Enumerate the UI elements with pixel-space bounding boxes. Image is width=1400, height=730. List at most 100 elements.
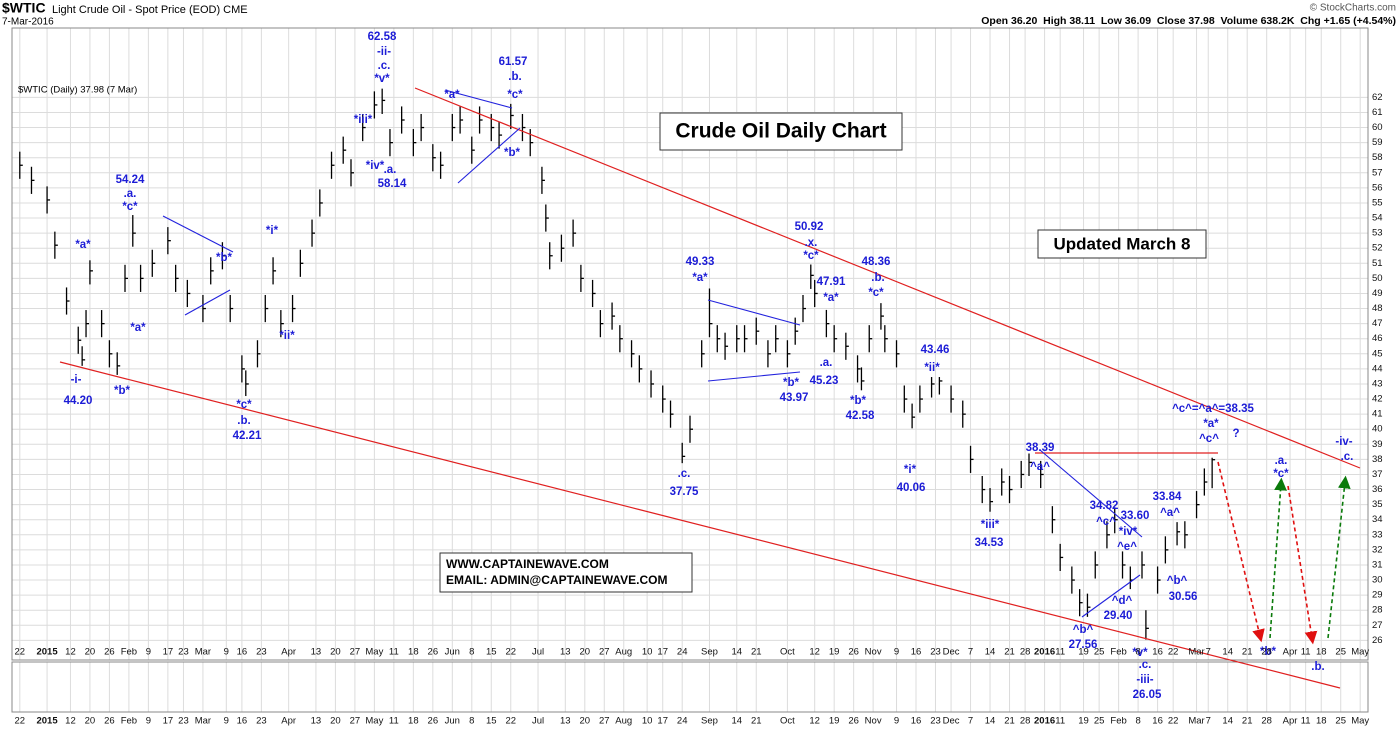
x-tick-label: 23 bbox=[256, 647, 267, 658]
x-tick-label: 17 bbox=[163, 647, 174, 658]
x-tick-label: 21 bbox=[1004, 716, 1015, 727]
x-tick-label: 26 bbox=[848, 647, 859, 658]
wave-label: *a* bbox=[444, 89, 460, 101]
wave-label: *b* bbox=[504, 147, 521, 159]
x-tick-label: 14 bbox=[731, 647, 742, 658]
wave-label: *a* bbox=[692, 272, 708, 284]
wave-label: 44.20 bbox=[64, 395, 93, 407]
x-tick-label: 21 bbox=[1242, 647, 1253, 658]
wave-label: 42.58 bbox=[846, 410, 875, 422]
wave-label: 38.39 bbox=[1026, 442, 1055, 454]
x-tick-label: 9 bbox=[894, 716, 899, 727]
x-tick-label: 11 bbox=[1055, 716, 1065, 727]
wave-label: .a. bbox=[124, 188, 137, 200]
wave-label: 47.91 bbox=[817, 276, 846, 288]
lower-panel bbox=[11, 661, 1369, 713]
x-tick-label: Apr bbox=[1283, 647, 1298, 658]
x-tick-label: 25 bbox=[1094, 716, 1105, 727]
y-tick-label: 50 bbox=[1372, 273, 1383, 284]
x-tick-label: 17 bbox=[657, 647, 668, 658]
y-tick-label: 54 bbox=[1372, 213, 1383, 224]
wave-label: ^a^ bbox=[1030, 461, 1050, 473]
wave-label: ^c^ bbox=[1096, 516, 1116, 528]
y-tick-label: 29 bbox=[1372, 590, 1383, 601]
y-tick-label: 28 bbox=[1372, 605, 1383, 616]
x-tick-label: 28 bbox=[1261, 716, 1272, 727]
x-tick-label: 18 bbox=[408, 647, 419, 658]
x-tick-label: 20 bbox=[580, 647, 591, 658]
projection-arrow bbox=[1269, 477, 1287, 639]
x-tick-label: 28 bbox=[1020, 716, 1031, 727]
x-tick-label: 8 bbox=[469, 647, 474, 658]
updated-box bbox=[1037, 229, 1207, 259]
y-tick-label: 57 bbox=[1372, 167, 1383, 178]
wave-label: 45.23 bbox=[810, 375, 839, 387]
x-tick-label: 13 bbox=[311, 716, 322, 727]
wave-label: 33.60 bbox=[1121, 510, 1150, 522]
y-tick-label: 27 bbox=[1372, 620, 1383, 631]
y-tick-label: 47 bbox=[1372, 318, 1383, 329]
x-tick-label: 19 bbox=[829, 716, 840, 727]
y-tick-label: 58 bbox=[1372, 152, 1383, 163]
x-tick-label: 11 bbox=[1301, 647, 1311, 658]
wave-label: 48.36 bbox=[862, 256, 891, 268]
wave-label: ^d^ bbox=[1112, 595, 1133, 607]
y-tick-label: 62 bbox=[1372, 92, 1383, 103]
wave-label: 43.97 bbox=[780, 392, 809, 404]
x-tick-label: 16 bbox=[911, 716, 922, 727]
x-tick-label: May bbox=[365, 716, 383, 727]
legend: $WTIC (Daily) 37.98 (7 Mar) bbox=[18, 85, 137, 96]
date: 7-Mar-2016 bbox=[2, 17, 54, 28]
x-tick-label: 23 bbox=[178, 647, 189, 658]
copyright: © StockCharts.com bbox=[1310, 3, 1396, 14]
x-tick-label: 9 bbox=[224, 647, 229, 658]
wave-label: *c* bbox=[507, 89, 523, 101]
wave-label: 33.84 bbox=[1153, 491, 1182, 503]
y-tick-label: 44 bbox=[1372, 363, 1383, 374]
wave-label: ^c^=^a^=38.35 bbox=[1172, 403, 1254, 415]
x-tick-label: Sep bbox=[701, 716, 718, 727]
x-tick-label: 11 bbox=[1055, 647, 1065, 658]
projection-arrow bbox=[1287, 485, 1318, 645]
x-tick-label: 20 bbox=[330, 716, 341, 727]
x-tick-label: Dec bbox=[943, 716, 960, 727]
y-tick-label: 41 bbox=[1372, 409, 1383, 420]
triangle-line bbox=[707, 371, 801, 382]
wave-label: *a* bbox=[75, 239, 91, 251]
wave-label: 61.57 bbox=[499, 56, 528, 68]
wave-label: .c. bbox=[1341, 451, 1354, 463]
x-tick-label: Oct bbox=[780, 647, 795, 658]
wave-label: .c. bbox=[678, 468, 691, 480]
x-tick-label: 7 bbox=[1206, 716, 1211, 727]
wave-label: 58.14 bbox=[378, 178, 407, 190]
x-tick-label: 14 bbox=[1222, 716, 1233, 727]
x-tick-label: Apr bbox=[1283, 716, 1298, 727]
x-tick-label: 25 bbox=[1094, 647, 1105, 658]
y-tick-label: 34 bbox=[1372, 514, 1383, 525]
triangle-line bbox=[707, 299, 801, 326]
x-tick-label: 10 bbox=[642, 716, 653, 727]
x-tick-label: 18 bbox=[408, 716, 419, 727]
x-tick-label: Jun bbox=[445, 716, 460, 727]
y-tick-label: 30 bbox=[1372, 575, 1383, 586]
wave-label: *c* bbox=[868, 287, 884, 299]
x-tick-label: 14 bbox=[731, 716, 742, 727]
wave-label: .a. bbox=[384, 164, 397, 176]
projection-arrow bbox=[1217, 461, 1265, 643]
wave-label: -i- bbox=[71, 374, 82, 386]
trend-lines bbox=[59, 87, 1361, 689]
wave-label: 29.40 bbox=[1104, 610, 1133, 622]
x-tick-label: 26 bbox=[104, 647, 115, 658]
y-tick-label: 60 bbox=[1372, 122, 1383, 133]
x-tick-label: 21 bbox=[751, 716, 762, 727]
wave-label: 34.53 bbox=[975, 537, 1004, 549]
x-tick-label: 18 bbox=[1316, 647, 1327, 658]
x-tick-label: Jul bbox=[532, 716, 544, 727]
wave-label: .x. bbox=[805, 237, 818, 249]
chart-title: Light Crude Oil - Spot Price (EOD) CME bbox=[52, 4, 248, 16]
x-tick-label: 26 bbox=[428, 647, 439, 658]
wave-label: *iii* bbox=[354, 114, 373, 126]
wave-label: *iii* bbox=[981, 519, 1000, 531]
